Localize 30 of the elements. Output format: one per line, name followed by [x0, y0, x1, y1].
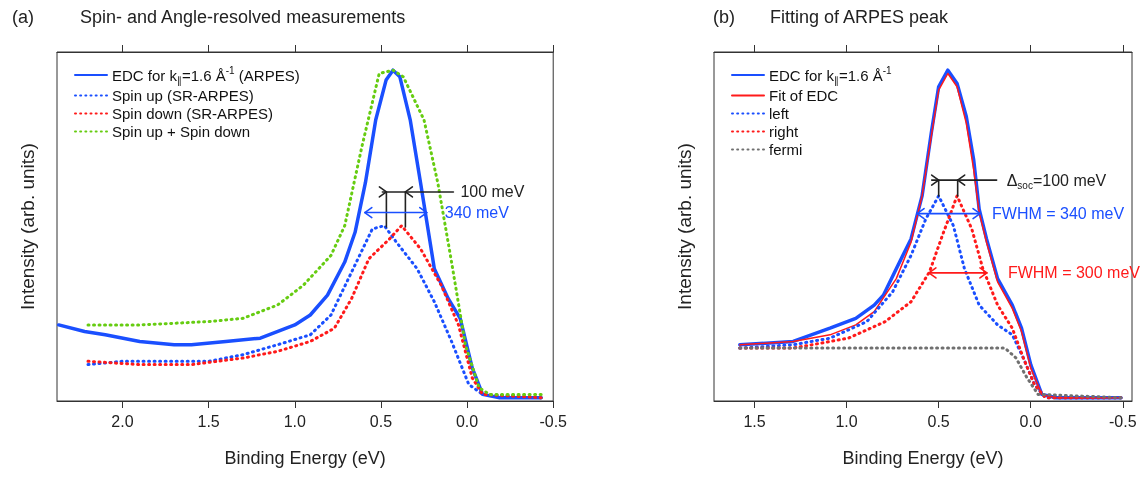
legend-label: Spin down (SR-ARPES) [112, 105, 273, 122]
legend-label: Spin up + Spin down [112, 123, 251, 140]
chart-title: Fitting of ARPES peak [770, 7, 950, 27]
legend-label: left [769, 105, 790, 122]
x-tick-label: 1.5 [197, 412, 220, 430]
legend-label: Spin up (SR-ARPES) [112, 87, 254, 104]
y-axis-title: Intensity (arb. units) [673, 143, 695, 310]
x-tick-label: 0.0 [455, 412, 479, 430]
x-tick-label: 0.0 [1019, 412, 1042, 430]
text: (b) [713, 7, 735, 27]
annotation: FWHM = 300 meV [1007, 264, 1141, 282]
legend-label: Fit of EDC [769, 87, 839, 104]
x-axis-title: Binding Energy (eV) [224, 448, 386, 468]
x-tick-label: 1.0 [835, 412, 858, 430]
x-tick-label: -0.5 [539, 412, 568, 430]
x-tick-label: 0.5 [927, 412, 950, 430]
annotation: 100 meV [460, 183, 525, 201]
x-tick-label: 0.5 [369, 412, 393, 430]
text: (a) [12, 7, 34, 27]
x-tick-label: -0.5 [1109, 412, 1137, 430]
chart-title: Spin- and Angle-resolved measurements [80, 7, 406, 27]
annotation: FWHM = 340 meV [992, 205, 1125, 223]
x-tick-label: 1.5 [743, 412, 766, 430]
x-tick-label: 2.0 [111, 412, 134, 430]
legend-label: fermi [769, 141, 803, 158]
annotation: 340 meV [444, 204, 510, 222]
legend-label: right [769, 123, 800, 140]
x-tick-label: 1.0 [283, 412, 306, 430]
x-axis-title: Binding Energy (eV) [842, 448, 1004, 468]
y-axis-title: Intensity (arb. units) [16, 143, 38, 310]
